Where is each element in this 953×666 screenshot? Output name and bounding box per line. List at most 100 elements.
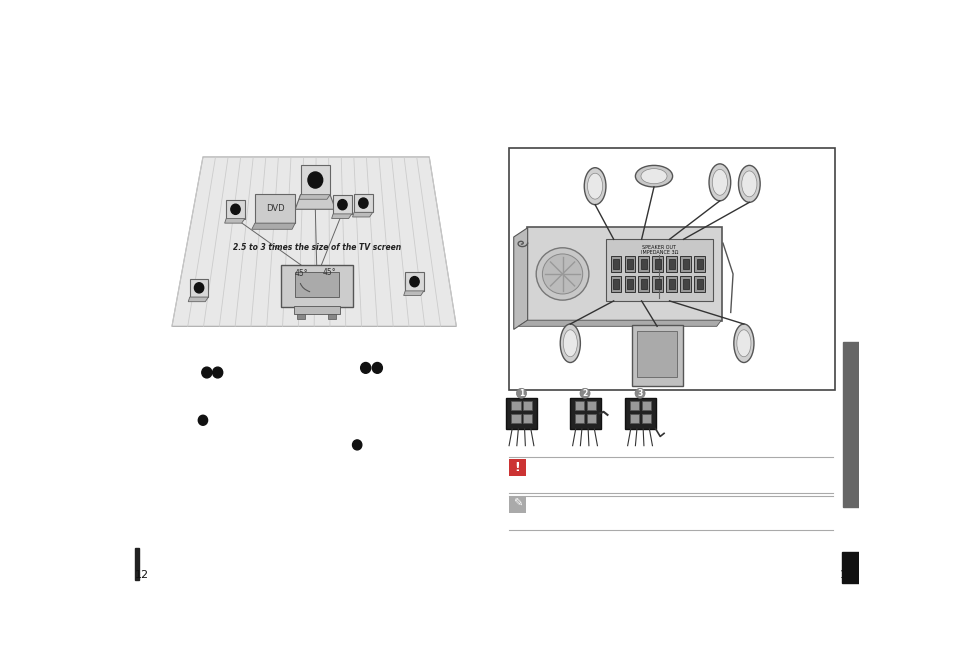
Bar xyxy=(134,548,138,581)
Bar xyxy=(605,239,712,301)
Polygon shape xyxy=(298,194,330,199)
Bar xyxy=(610,276,620,292)
Bar xyxy=(575,401,583,410)
Ellipse shape xyxy=(516,388,526,398)
Polygon shape xyxy=(252,223,294,229)
Polygon shape xyxy=(353,212,373,217)
Ellipse shape xyxy=(194,283,204,293)
Ellipse shape xyxy=(213,367,222,378)
Bar xyxy=(624,398,655,429)
Bar xyxy=(505,398,537,429)
Polygon shape xyxy=(513,228,527,330)
Bar xyxy=(328,314,335,318)
Bar xyxy=(679,276,691,292)
Ellipse shape xyxy=(635,388,644,398)
Bar xyxy=(629,414,639,424)
Bar xyxy=(696,279,702,288)
Bar xyxy=(226,200,245,218)
Ellipse shape xyxy=(587,173,602,199)
Bar xyxy=(637,331,677,377)
Text: 2.5 to 3 times the size of the TV screen: 2.5 to 3 times the size of the TV screen xyxy=(233,243,400,252)
FancyBboxPatch shape xyxy=(631,325,682,386)
Bar xyxy=(190,278,208,297)
Ellipse shape xyxy=(353,440,361,450)
Bar xyxy=(624,276,635,292)
Bar xyxy=(652,276,662,292)
Ellipse shape xyxy=(372,362,382,373)
Polygon shape xyxy=(224,218,245,223)
Ellipse shape xyxy=(198,416,208,426)
Text: DVD: DVD xyxy=(266,204,284,213)
Bar xyxy=(294,306,340,314)
Bar xyxy=(612,279,618,288)
Text: 45°: 45° xyxy=(294,269,308,278)
FancyBboxPatch shape xyxy=(526,227,721,321)
Bar xyxy=(638,276,649,292)
Bar xyxy=(569,398,599,429)
Bar xyxy=(586,401,596,410)
Ellipse shape xyxy=(708,164,730,201)
Ellipse shape xyxy=(358,198,368,208)
Bar xyxy=(694,276,704,292)
Bar xyxy=(626,279,633,288)
Text: IMPEDANCE 3Ω: IMPEDANCE 3Ω xyxy=(640,250,678,255)
Bar xyxy=(522,401,532,410)
Bar xyxy=(522,414,532,424)
Bar xyxy=(511,401,520,410)
Bar xyxy=(624,256,635,272)
Ellipse shape xyxy=(559,324,579,362)
Text: SPEAKER OUT: SPEAKER OUT xyxy=(641,244,676,250)
Ellipse shape xyxy=(360,362,371,373)
Bar xyxy=(509,148,834,390)
Polygon shape xyxy=(172,157,456,326)
Bar xyxy=(641,401,650,410)
Ellipse shape xyxy=(738,165,760,202)
Text: 1: 1 xyxy=(518,389,523,398)
Text: 45°: 45° xyxy=(322,268,335,277)
Bar xyxy=(841,552,858,583)
Bar xyxy=(629,401,639,410)
Polygon shape xyxy=(403,291,423,296)
Ellipse shape xyxy=(231,204,240,214)
Bar xyxy=(696,259,702,268)
Ellipse shape xyxy=(635,165,672,187)
Bar xyxy=(509,496,834,528)
Text: 12: 12 xyxy=(134,570,149,581)
Bar xyxy=(652,256,662,272)
Bar xyxy=(654,279,660,288)
Bar xyxy=(509,459,834,491)
Bar xyxy=(612,259,618,268)
Bar xyxy=(509,459,525,476)
Text: 13: 13 xyxy=(840,570,853,581)
Bar xyxy=(640,259,646,268)
Ellipse shape xyxy=(579,388,590,398)
Bar xyxy=(354,194,373,212)
Bar xyxy=(679,256,691,272)
Bar xyxy=(297,314,305,318)
Text: 2: 2 xyxy=(581,389,587,398)
Bar xyxy=(300,165,330,194)
Bar xyxy=(668,279,674,288)
Bar xyxy=(694,256,704,272)
Polygon shape xyxy=(332,214,352,218)
Bar xyxy=(666,276,677,292)
Bar xyxy=(641,414,650,424)
Bar xyxy=(333,195,352,214)
Ellipse shape xyxy=(583,168,605,204)
Polygon shape xyxy=(294,194,335,209)
Bar xyxy=(586,414,596,424)
Polygon shape xyxy=(517,320,720,326)
Bar xyxy=(254,194,294,223)
Ellipse shape xyxy=(740,171,756,197)
Text: !: ! xyxy=(515,461,520,474)
Ellipse shape xyxy=(337,200,347,210)
Bar xyxy=(405,272,423,291)
Ellipse shape xyxy=(640,168,666,184)
Bar xyxy=(294,272,338,297)
Bar xyxy=(668,259,674,268)
Ellipse shape xyxy=(733,324,753,362)
Ellipse shape xyxy=(712,169,727,195)
Ellipse shape xyxy=(308,172,322,188)
Bar xyxy=(666,256,677,272)
Ellipse shape xyxy=(202,367,212,378)
